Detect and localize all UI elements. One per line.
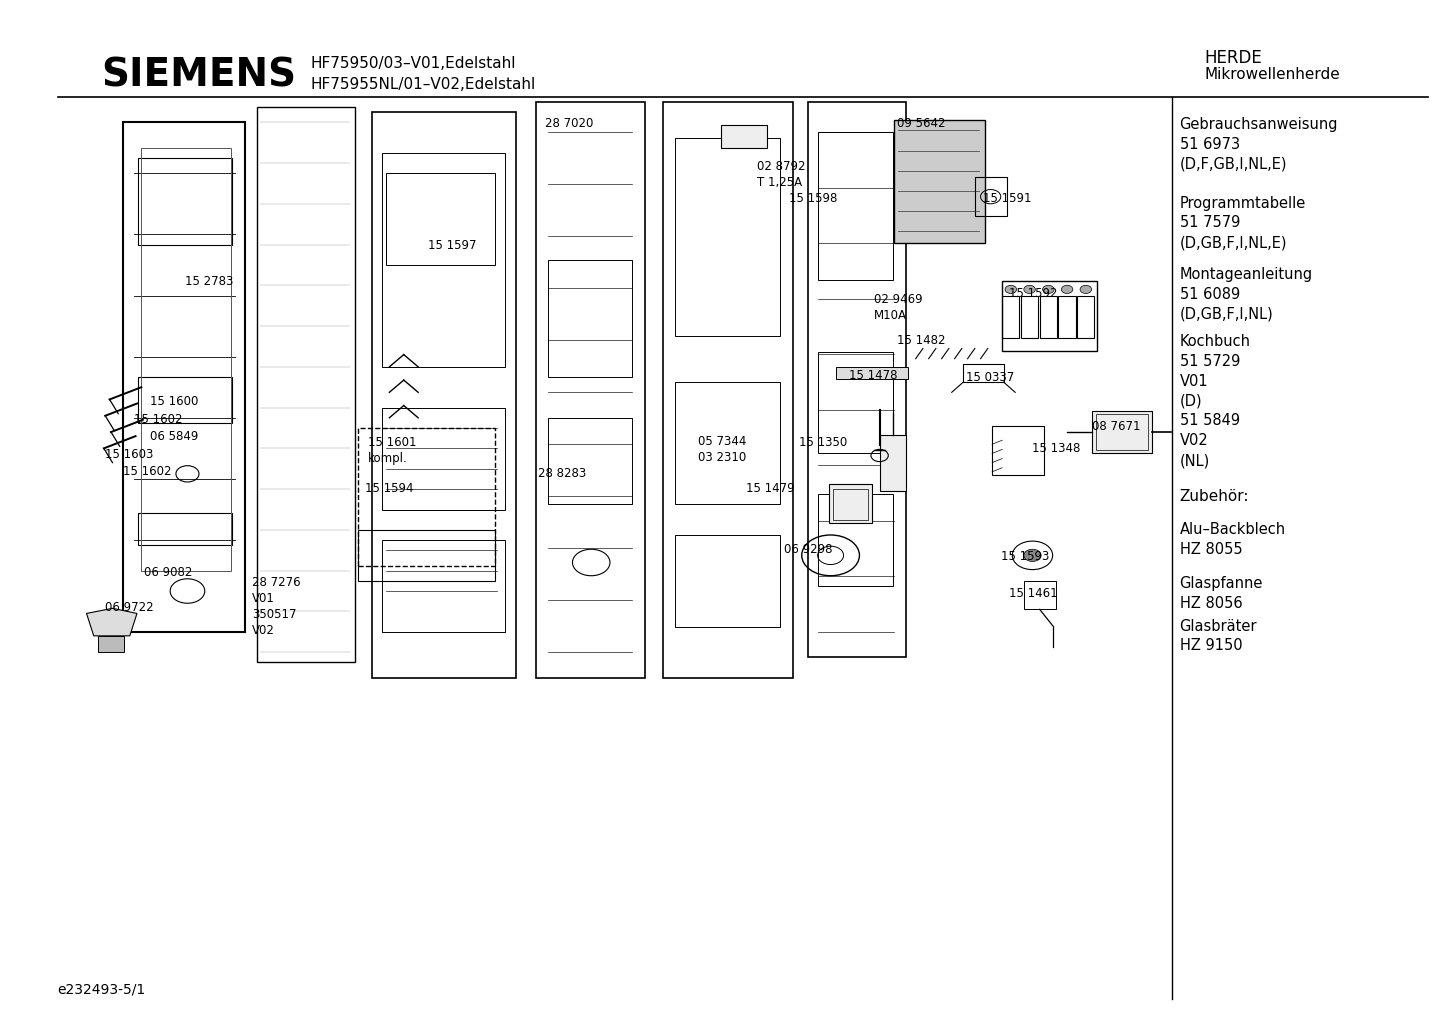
Bar: [1024, 581, 1056, 609]
Text: 28 7020: 28 7020: [545, 117, 594, 130]
Text: 28 8283: 28 8283: [538, 467, 585, 480]
Text: 15 1593: 15 1593: [1001, 550, 1050, 564]
Bar: [548, 260, 632, 377]
Bar: [808, 102, 906, 657]
Bar: [1092, 411, 1152, 453]
Text: HERDE: HERDE: [1204, 49, 1262, 67]
Bar: [818, 132, 893, 280]
Text: 15 1601
kompl.: 15 1601 kompl.: [368, 436, 417, 465]
Text: 15 1482: 15 1482: [897, 334, 946, 347]
Text: 15 1461: 15 1461: [1009, 587, 1058, 600]
Bar: [138, 377, 232, 423]
Text: 02 8792
T 1,25A: 02 8792 T 1,25A: [757, 160, 806, 189]
Polygon shape: [87, 608, 137, 636]
Text: 06 9298: 06 9298: [784, 543, 833, 556]
Text: 15 1602: 15 1602: [134, 413, 183, 426]
Bar: [548, 418, 632, 504]
Text: Alu–Backblech
HZ 8055: Alu–Backblech HZ 8055: [1180, 522, 1286, 556]
Bar: [123, 122, 245, 632]
Text: 06 5849: 06 5849: [150, 430, 199, 443]
Bar: [257, 107, 355, 662]
Bar: [382, 540, 505, 632]
Bar: [992, 426, 1044, 475]
Bar: [663, 102, 793, 678]
Bar: [1040, 296, 1057, 338]
Bar: [894, 120, 985, 243]
Bar: [1077, 296, 1094, 338]
Text: 28 7276
V01
350517
V02: 28 7276 V01 350517 V02: [252, 576, 301, 637]
Bar: [358, 428, 495, 566]
Text: 15 1598: 15 1598: [789, 192, 838, 205]
Text: Montageanleitung
51 6089
(D,GB,F,I,NL): Montageanleitung 51 6089 (D,GB,F,I,NL): [1180, 267, 1312, 322]
Bar: [1058, 296, 1076, 338]
Bar: [829, 484, 872, 523]
Text: e232493-5/1: e232493-5/1: [58, 982, 146, 997]
Bar: [818, 494, 893, 586]
Text: Mikrowellenherde: Mikrowellenherde: [1204, 67, 1340, 83]
Bar: [536, 102, 645, 678]
Text: SIEMENS: SIEMENS: [101, 56, 296, 94]
Circle shape: [1005, 285, 1017, 293]
Text: Programmtabelle
51 7579
(D,GB,F,I,NL,E): Programmtabelle 51 7579 (D,GB,F,I,NL,E): [1180, 196, 1306, 251]
Bar: [818, 352, 893, 453]
Bar: [358, 530, 495, 581]
Bar: [1002, 281, 1097, 351]
Bar: [98, 636, 124, 652]
Text: 15 1478: 15 1478: [849, 369, 898, 382]
Bar: [721, 125, 767, 148]
Bar: [138, 158, 232, 245]
Text: 06 9082: 06 9082: [144, 566, 193, 579]
Circle shape: [1080, 285, 1092, 293]
Bar: [138, 513, 232, 545]
Text: Glaspfanne
HZ 8056: Glaspfanne HZ 8056: [1180, 576, 1263, 610]
Bar: [382, 153, 505, 367]
Bar: [675, 138, 780, 336]
Text: Gebrauchsanweisung
51 6973
(D,F,GB,I,NL,E): Gebrauchsanweisung 51 6973 (D,F,GB,I,NL,…: [1180, 117, 1338, 172]
Circle shape: [1024, 549, 1041, 561]
Bar: [1002, 296, 1019, 338]
Text: 03 2310: 03 2310: [698, 451, 746, 465]
Text: 15 1602: 15 1602: [123, 465, 172, 478]
Text: 09 5642: 09 5642: [897, 117, 946, 130]
Circle shape: [1043, 285, 1054, 293]
Bar: [880, 435, 906, 491]
Bar: [386, 173, 495, 265]
Text: Zubehör:: Zubehör:: [1180, 489, 1249, 504]
Bar: [141, 148, 231, 571]
Text: 15 1348: 15 1348: [1032, 442, 1082, 455]
Bar: [372, 112, 516, 678]
Text: 15 1600: 15 1600: [150, 395, 199, 409]
Text: HF75950/03–V01,Edelstahl
HF75955NL/01–V02,Edelstahl: HF75950/03–V01,Edelstahl HF75955NL/01–V0…: [310, 56, 535, 92]
Bar: [1021, 296, 1038, 338]
Text: 05 7344: 05 7344: [698, 435, 747, 448]
Circle shape: [1061, 285, 1073, 293]
Text: 15 0337: 15 0337: [966, 371, 1014, 384]
Text: 15 1591: 15 1591: [983, 192, 1032, 205]
Text: Kochbuch
51 5729
V01
(D)
51 5849
V02
(NL): Kochbuch 51 5729 V01 (D) 51 5849 V02 (NL…: [1180, 334, 1250, 468]
Bar: [963, 364, 1004, 382]
Text: 15 1597: 15 1597: [428, 239, 477, 253]
Text: 15 1594: 15 1594: [365, 482, 414, 495]
Text: 15 1592: 15 1592: [1009, 287, 1058, 301]
Text: 02 9469
M10A: 02 9469 M10A: [874, 293, 923, 322]
Text: 15 1603: 15 1603: [105, 448, 154, 462]
Bar: [1096, 414, 1148, 450]
Bar: [833, 489, 868, 520]
Bar: [975, 177, 1007, 216]
Text: 06 9722: 06 9722: [105, 601, 154, 614]
Text: 15 1479: 15 1479: [746, 482, 795, 495]
Text: 15 2783: 15 2783: [185, 275, 234, 288]
Bar: [382, 408, 505, 510]
Text: Glasbräter
HZ 9150: Glasbräter HZ 9150: [1180, 619, 1257, 653]
Text: 15 1350: 15 1350: [799, 436, 846, 449]
Circle shape: [1024, 285, 1035, 293]
Bar: [675, 382, 780, 504]
Bar: [675, 535, 780, 627]
Text: 08 7671: 08 7671: [1092, 420, 1141, 433]
Bar: [836, 367, 908, 379]
